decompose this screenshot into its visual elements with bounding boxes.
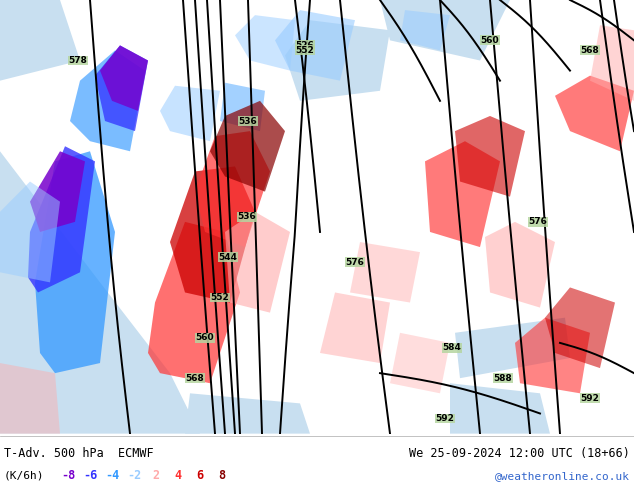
Polygon shape bbox=[195, 131, 270, 247]
Text: 592: 592 bbox=[581, 394, 599, 403]
Polygon shape bbox=[425, 141, 500, 247]
Polygon shape bbox=[485, 222, 555, 308]
Text: 526: 526 bbox=[295, 41, 314, 50]
Text: 576: 576 bbox=[346, 258, 365, 267]
Text: 8: 8 bbox=[219, 469, 226, 483]
Polygon shape bbox=[555, 75, 634, 151]
Text: 552: 552 bbox=[210, 293, 230, 302]
Text: 6: 6 bbox=[197, 469, 204, 483]
Text: 536: 536 bbox=[238, 212, 256, 221]
Text: 578: 578 bbox=[68, 56, 87, 65]
Text: (K/6h): (K/6h) bbox=[4, 471, 44, 481]
Text: We 25-09-2024 12:00 UTC (18+66): We 25-09-2024 12:00 UTC (18+66) bbox=[409, 447, 630, 460]
Polygon shape bbox=[160, 86, 220, 141]
Polygon shape bbox=[450, 383, 550, 434]
Polygon shape bbox=[400, 10, 450, 50]
Text: 588: 588 bbox=[494, 374, 512, 383]
Polygon shape bbox=[225, 212, 290, 313]
Polygon shape bbox=[275, 10, 355, 81]
Polygon shape bbox=[320, 293, 390, 363]
Text: -4: -4 bbox=[105, 469, 119, 483]
Text: @weatheronline.co.uk: @weatheronline.co.uk bbox=[495, 471, 630, 481]
Polygon shape bbox=[100, 46, 148, 111]
Text: T-Adv. 500 hPa  ECMWF: T-Adv. 500 hPa ECMWF bbox=[4, 447, 153, 460]
Text: 576: 576 bbox=[529, 218, 547, 226]
Polygon shape bbox=[0, 151, 200, 434]
Polygon shape bbox=[590, 25, 634, 101]
Text: -2: -2 bbox=[127, 469, 141, 483]
Text: -6: -6 bbox=[83, 469, 97, 483]
Polygon shape bbox=[380, 0, 510, 60]
Text: 536: 536 bbox=[238, 117, 257, 125]
Text: 584: 584 bbox=[443, 343, 462, 352]
Polygon shape bbox=[515, 318, 590, 393]
Polygon shape bbox=[170, 167, 255, 302]
Polygon shape bbox=[545, 288, 615, 368]
Polygon shape bbox=[285, 20, 390, 101]
Text: 592: 592 bbox=[436, 414, 455, 423]
Polygon shape bbox=[148, 222, 240, 383]
Polygon shape bbox=[30, 151, 85, 232]
Polygon shape bbox=[95, 46, 148, 131]
Polygon shape bbox=[455, 318, 570, 378]
Polygon shape bbox=[210, 101, 285, 192]
Text: 4: 4 bbox=[174, 469, 181, 483]
Polygon shape bbox=[390, 333, 450, 393]
Polygon shape bbox=[35, 151, 115, 373]
Text: 2: 2 bbox=[152, 469, 160, 483]
Polygon shape bbox=[350, 242, 420, 302]
Polygon shape bbox=[0, 181, 60, 282]
Polygon shape bbox=[70, 50, 145, 151]
Polygon shape bbox=[28, 146, 95, 293]
Text: 560: 560 bbox=[196, 333, 214, 343]
Polygon shape bbox=[235, 15, 295, 71]
Polygon shape bbox=[0, 363, 60, 434]
Text: 568: 568 bbox=[581, 46, 599, 55]
Text: 544: 544 bbox=[219, 253, 238, 262]
Polygon shape bbox=[185, 393, 310, 434]
Text: -8: -8 bbox=[61, 469, 75, 483]
Text: 560: 560 bbox=[481, 36, 500, 45]
Polygon shape bbox=[0, 0, 80, 81]
Text: 552: 552 bbox=[295, 46, 314, 55]
Text: 568: 568 bbox=[186, 374, 204, 383]
Polygon shape bbox=[220, 83, 265, 131]
Polygon shape bbox=[455, 116, 525, 196]
